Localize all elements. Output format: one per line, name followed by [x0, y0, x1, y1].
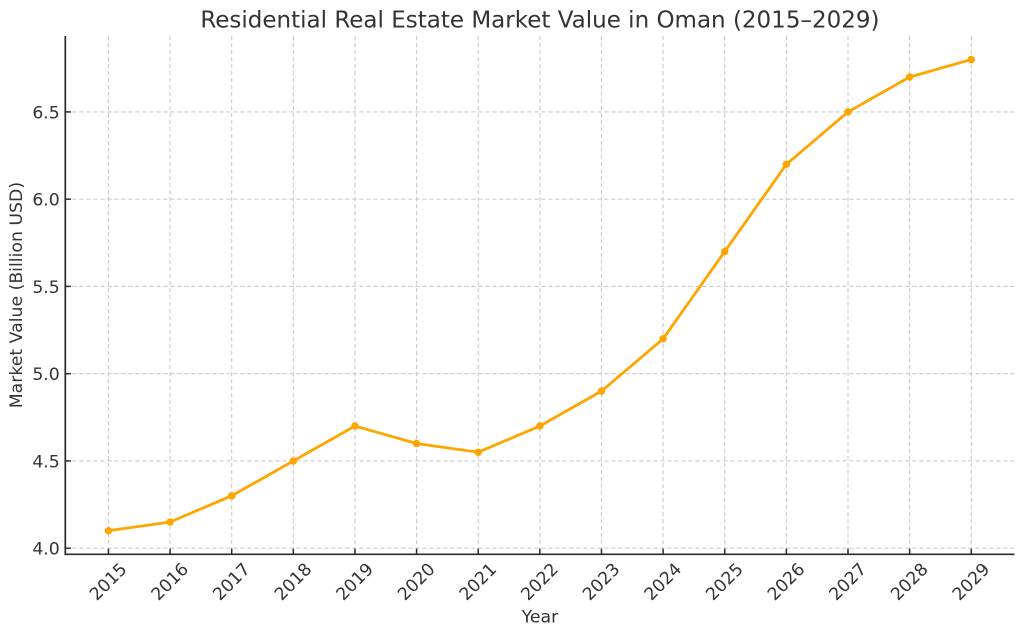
x-tick-label: 2023	[579, 560, 624, 605]
y-tick-label: 5.0	[32, 365, 59, 385]
y-axis-label: Market Value (Billion USD)	[7, 182, 27, 408]
data-point-marker	[104, 526, 113, 535]
x-tick-label: 2026	[764, 560, 809, 605]
x-tick-label: 2015	[86, 560, 131, 605]
data-point-marker	[227, 492, 236, 500]
data-point-marker	[597, 387, 606, 395]
data-point-marker	[536, 422, 544, 430]
data-point-marker	[844, 108, 852, 116]
y-tick-label: 6.5	[32, 103, 59, 123]
data-series	[104, 55, 976, 535]
x-tick-label: 2018	[271, 560, 316, 605]
x-tick-label: 2019	[333, 560, 378, 605]
data-point-marker	[967, 55, 976, 64]
x-tick-label: 2017	[209, 560, 254, 605]
x-tick-label: 2029	[949, 560, 994, 605]
chart-title: Residential Real Estate Market Value in …	[200, 8, 879, 34]
y-tick-label: 6.0	[32, 191, 59, 211]
data-point-marker	[782, 160, 791, 169]
data-point-marker	[412, 439, 421, 448]
y-tick-label: 5.5	[32, 278, 59, 298]
data-point-marker	[289, 457, 298, 465]
data-point-marker	[659, 335, 667, 343]
y-tick-label: 4.5	[32, 452, 59, 472]
x-tick-label: 2022	[517, 560, 562, 605]
tick-labels: 2015 2016 2017 2018 2019 2020 2021 2022 2023 2024…	[32, 103, 994, 605]
x-tick-label: 2027	[826, 560, 871, 605]
data-point-marker	[166, 518, 174, 526]
x-tick-label: 2016	[148, 560, 193, 605]
data-point-marker	[905, 73, 914, 81]
x-tick-label: 2020	[394, 560, 439, 605]
x-tick-label: 2021	[456, 560, 501, 605]
x-tick-label: 2025	[702, 560, 747, 605]
x-tick-label: 2028	[887, 560, 932, 605]
data-point-marker	[720, 247, 729, 256]
axis-ticks	[65, 111, 973, 555]
data-point-marker	[351, 422, 359, 430]
data-point-marker	[474, 448, 482, 456]
x-tick-label: 2024	[641, 560, 686, 605]
gridlines	[65, 36, 1015, 555]
x-axis-label: Year	[521, 608, 559, 628]
y-tick-label: 4.0	[32, 540, 59, 560]
